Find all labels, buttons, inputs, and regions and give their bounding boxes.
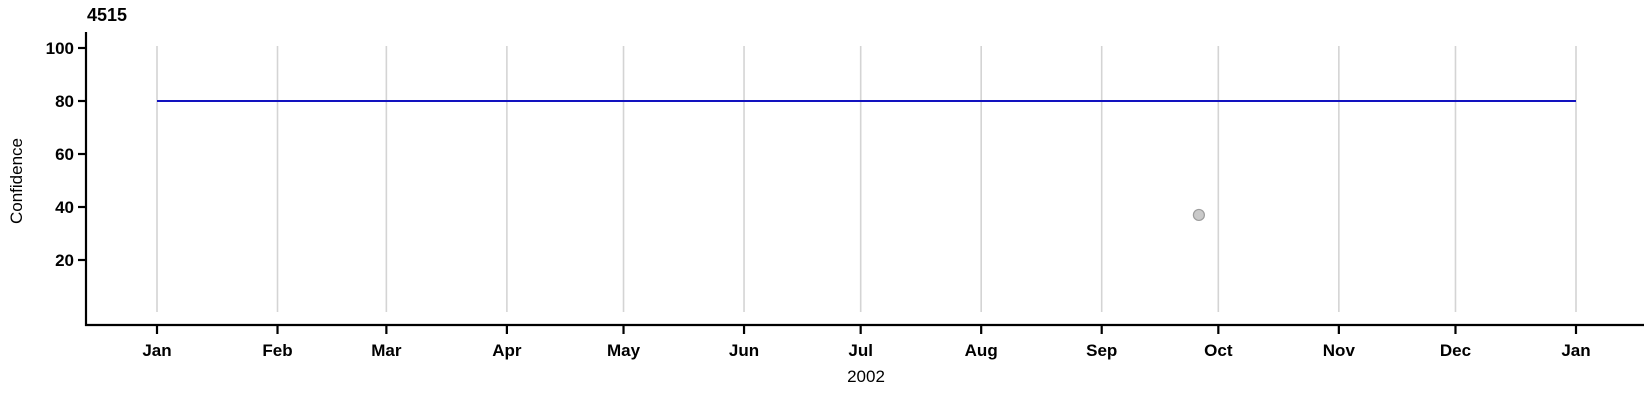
x-axis-title: 2002 — [847, 367, 885, 386]
y-tick-label-40: 40 — [55, 198, 74, 217]
x-tick-label-jan: Jan — [142, 341, 171, 360]
y-tick-label-80: 80 — [55, 92, 74, 111]
chart-title: 4515 — [87, 5, 128, 25]
y-tick-label-60: 60 — [55, 145, 74, 164]
x-tick-label-nov: Nov — [1323, 341, 1356, 360]
confidence-observation-point — [1192, 208, 1205, 222]
x-tick-label-apr: Apr — [492, 341, 522, 360]
x-tick-label-feb: Feb — [262, 341, 292, 360]
x-tick-label-jul: Jul — [848, 341, 873, 360]
x-tick-label-aug: Aug — [965, 341, 998, 360]
x-tick-label-dec: Dec — [1440, 341, 1471, 360]
x-tick-label-oct: Oct — [1204, 341, 1233, 360]
x-tick-label-jun: Jun — [729, 341, 759, 360]
x-tick-label-mar: Mar — [371, 341, 402, 360]
x-tick-label-may: May — [607, 341, 641, 360]
y-tick-label-20: 20 — [55, 251, 74, 270]
y-tick-label-100: 100 — [46, 39, 74, 58]
x-tick-label-sep: Sep — [1086, 341, 1117, 360]
x-tick-label-jan: Jan — [1561, 341, 1590, 360]
